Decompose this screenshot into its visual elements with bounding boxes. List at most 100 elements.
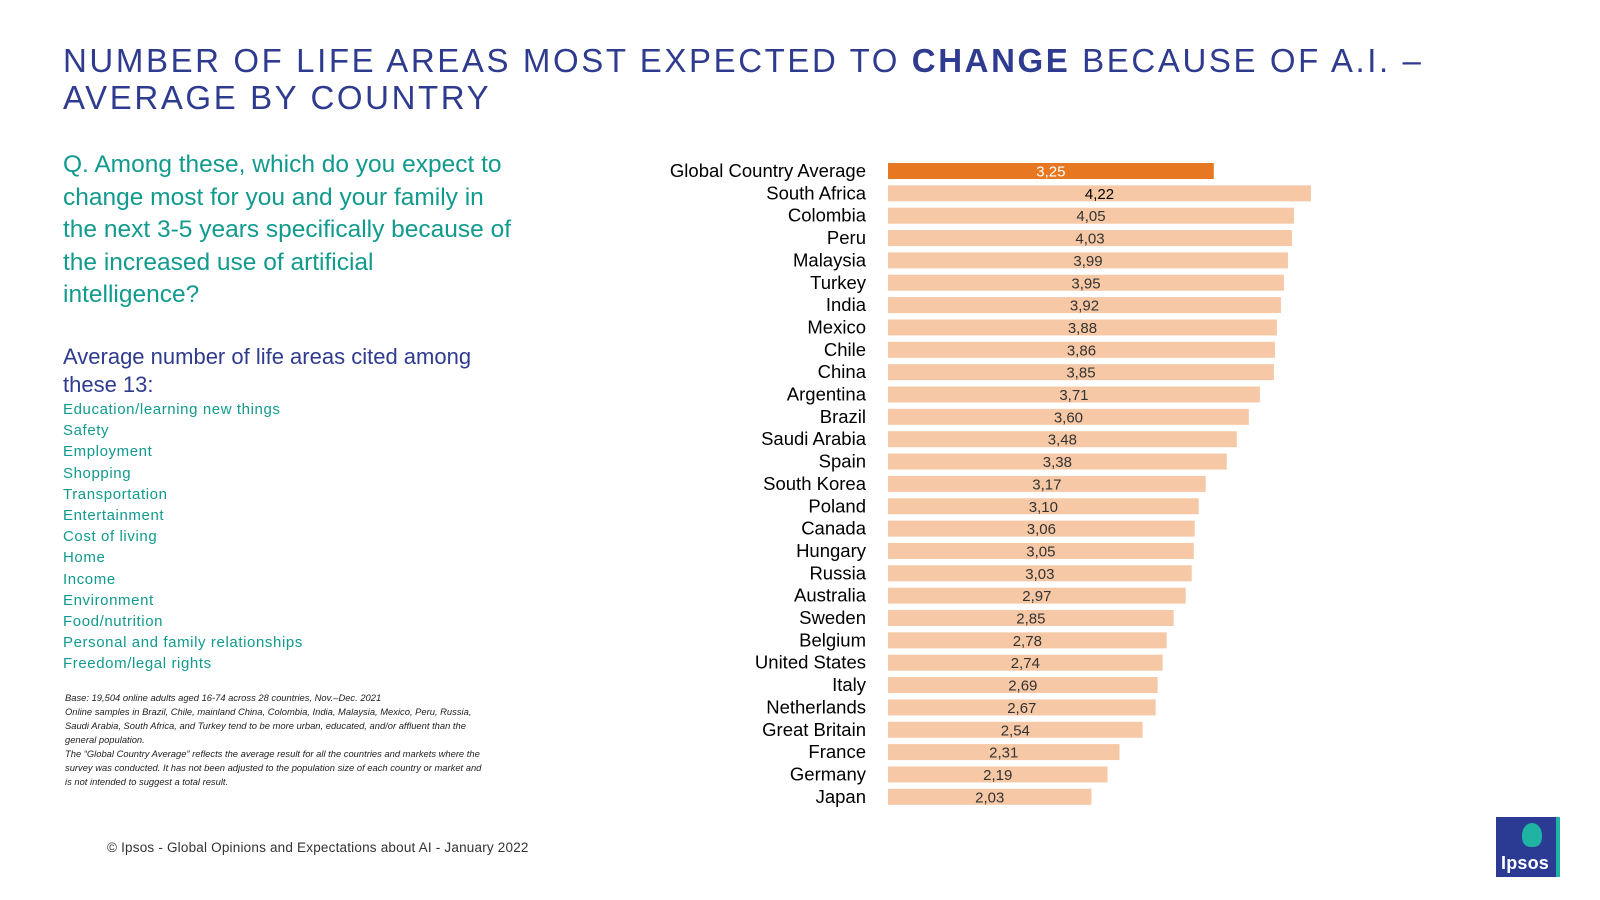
life-area-item: Home <box>63 549 106 567</box>
data-label: 3,86 <box>1067 342 1096 359</box>
base-note-line: The “Global Country Average” reflects th… <box>65 748 482 787</box>
data-label: 3,25 <box>1036 164 1065 181</box>
category-label: South Africa <box>766 182 866 203</box>
category-label: Saudi Arabia <box>761 428 867 449</box>
logo-wordmark: Ipsos <box>1501 853 1550 873</box>
life-area-item: Food/nutrition <box>63 613 164 631</box>
bar-global-average <box>888 163 1214 179</box>
life-area-item: Cost of living <box>63 528 158 546</box>
data-label: 3,17 <box>1032 476 1061 493</box>
bar <box>888 341 1275 358</box>
data-label: 4,03 <box>1075 231 1104 248</box>
category-label: South Korea <box>763 473 867 494</box>
category-label: Chile <box>824 339 866 360</box>
bar <box>888 230 1292 247</box>
category-label: India <box>826 294 867 315</box>
category-label: Poland <box>808 495 866 516</box>
bar <box>888 699 1156 716</box>
data-label: 2,54 <box>1001 722 1030 739</box>
life-area-item: Safety <box>63 422 110 440</box>
bar <box>888 520 1195 537</box>
data-label: 2,19 <box>983 767 1012 784</box>
title-part-1: NUMBER OF LIFE AREAS MOST EXPECTED TO <box>63 42 912 79</box>
life-area-item: Entertainment <box>63 507 165 525</box>
life-area-item: Freedom/legal rights <box>63 655 212 673</box>
bar <box>888 788 1092 805</box>
bar <box>888 677 1158 694</box>
category-label: China <box>818 361 867 382</box>
category-label: Malaysia <box>793 249 867 270</box>
data-label: 2,74 <box>1011 655 1040 672</box>
category-label: Sweden <box>799 607 866 628</box>
bar <box>888 319 1277 336</box>
survey-question: Q. Among these, which do you expect to c… <box>63 151 512 308</box>
category-label: Turkey <box>810 272 867 293</box>
data-label: 2,31 <box>989 745 1018 762</box>
title-emphasis: CHANGE <box>911 42 1071 79</box>
data-label: 3,60 <box>1054 409 1083 426</box>
data-label: 3,10 <box>1029 499 1058 516</box>
page-title: NUMBER OF LIFE AREAS MOST EXPECTED TO CH… <box>63 42 1463 116</box>
category-label: Netherlands <box>766 696 866 717</box>
category-label: Japan <box>816 786 866 807</box>
bar <box>888 431 1237 448</box>
bar <box>888 587 1186 604</box>
category-label: Global Country Average <box>670 160 866 181</box>
data-label: 3,88 <box>1068 320 1097 337</box>
data-label: 3,71 <box>1059 387 1088 404</box>
subheading: Average number of life areas cited among… <box>63 344 472 397</box>
base-note-line: Base: 19,504 online adults aged 16-74 ac… <box>65 692 382 703</box>
bar <box>888 565 1192 582</box>
data-label: 3,03 <box>1025 566 1054 583</box>
life-area-item: Employment <box>63 443 153 461</box>
data-label: 3,99 <box>1073 253 1102 270</box>
category-label: Colombia <box>788 205 867 226</box>
category-label: Italy <box>832 674 867 695</box>
bar <box>888 498 1199 515</box>
life-area-item: Shopping <box>63 464 132 482</box>
category-label: Argentina <box>787 384 867 405</box>
bar <box>888 207 1294 224</box>
footer-copyright: © Ipsos - Global Opinions and Expectatio… <box>107 840 529 855</box>
ipsos-logo: Ipsos <box>1496 817 1560 877</box>
life-area-item: Education/learning new things <box>63 401 281 418</box>
bar <box>888 364 1274 381</box>
data-label: 2,78 <box>1013 633 1042 650</box>
life-area-item: Personal and family relationships <box>63 634 303 652</box>
life-area-item: Environment <box>63 591 154 609</box>
bar <box>888 408 1249 425</box>
bar <box>888 632 1167 649</box>
bar <box>888 274 1284 291</box>
category-label: Canada <box>801 518 867 539</box>
data-label: 2,69 <box>1008 678 1037 695</box>
data-label: 3,95 <box>1071 275 1100 292</box>
category-label: France <box>808 741 866 762</box>
life-areas-list: Education/learning new things Safety Emp… <box>63 399 303 675</box>
data-label: 3,85 <box>1066 365 1095 382</box>
bar <box>888 252 1288 269</box>
bar <box>888 297 1281 314</box>
data-label: 3,38 <box>1043 454 1072 471</box>
category-label: Brazil <box>820 406 866 427</box>
category-label: Spain <box>819 451 866 472</box>
category-label: United States <box>755 652 866 673</box>
bar <box>888 744 1120 761</box>
data-label: 4,05 <box>1076 208 1105 225</box>
bar <box>888 475 1206 492</box>
data-label: 3,05 <box>1026 543 1055 560</box>
logo-mark-icon <box>1522 823 1542 847</box>
category-label: Hungary <box>796 540 867 561</box>
data-label: 2,97 <box>1022 588 1051 605</box>
data-label: 3,92 <box>1070 298 1099 315</box>
category-label: Belgium <box>799 629 866 650</box>
category-label: Mexico <box>807 316 866 337</box>
bar <box>888 654 1163 671</box>
category-label: Russia <box>809 562 866 583</box>
bar <box>888 185 1311 202</box>
life-area-item: Income <box>63 570 116 588</box>
title-part-2: BECAUSE OF A.I. – AVERAGE BY COUNTRY <box>63 42 1424 116</box>
bar <box>888 386 1260 403</box>
life-area-item: Transportation <box>63 485 168 503</box>
base-note-line: Online samples in Brazil, Chile, mainlan… <box>65 706 472 745</box>
